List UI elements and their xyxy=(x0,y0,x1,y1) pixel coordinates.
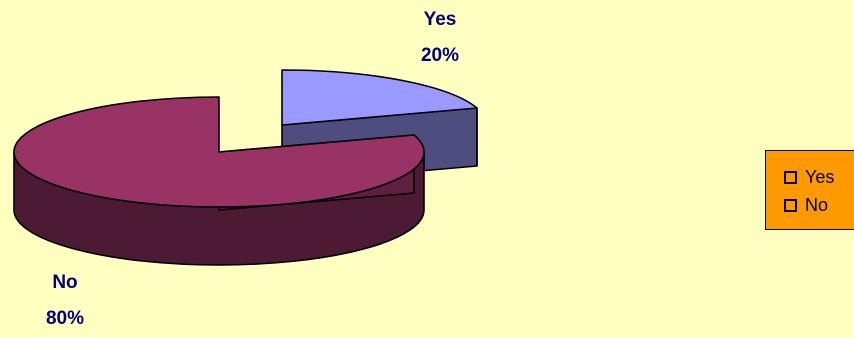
data-label-yes-value: 20% xyxy=(420,45,460,66)
legend-label-yes: Yes xyxy=(805,166,835,187)
slice-yes xyxy=(281,69,478,126)
legend-swatch-no xyxy=(784,198,797,212)
data-label-yes-category: Yes xyxy=(423,9,457,30)
data-label-no-value: 80% xyxy=(45,308,85,329)
legend-swatch-yes xyxy=(784,170,797,184)
legend-label-no: No xyxy=(805,194,829,215)
data-label-no-category: No xyxy=(52,272,78,293)
legend-item-no: No xyxy=(784,195,828,215)
legend: Yes No xyxy=(765,150,854,230)
data-label-yes: Yes 20% xyxy=(395,2,485,74)
slice-no xyxy=(13,96,425,208)
legend-item-yes: Yes xyxy=(784,167,834,187)
data-label-no: No 80% xyxy=(20,265,110,337)
